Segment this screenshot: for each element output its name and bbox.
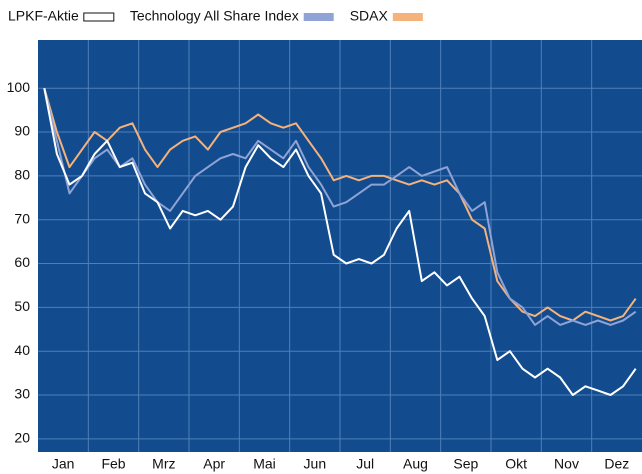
legend-label: SDAX <box>350 8 389 24</box>
legend-label: LPKF-Aktie <box>8 8 79 24</box>
series-line <box>43 87 637 322</box>
x-tick-label: Apr <box>203 456 225 472</box>
x-tick-label: Okt <box>505 456 527 472</box>
y-tick-label: 30 <box>14 386 30 402</box>
series-line <box>43 88 637 396</box>
legend-label: Technology All Share Index <box>130 8 299 24</box>
x-tick-label: Mrz <box>152 456 175 472</box>
y-tick-label: 70 <box>14 210 30 226</box>
x-tick-label: Mai <box>253 456 276 472</box>
x-tick-label: Jan <box>52 456 75 472</box>
legend-swatch <box>83 12 115 22</box>
x-tick-label: Jul <box>356 456 374 472</box>
y-tick-label: 50 <box>14 298 30 314</box>
series-line <box>43 87 637 326</box>
x-tick-label: Sep <box>453 456 478 472</box>
y-tick-label: 20 <box>14 430 30 446</box>
x-tick-label: Feb <box>101 456 125 472</box>
x-tick-label: Dez <box>604 456 629 472</box>
y-tick-label: 80 <box>14 167 30 183</box>
y-tick-label: 90 <box>14 123 30 139</box>
x-tick-label: Jun <box>304 456 327 472</box>
legend-swatch <box>303 13 334 21</box>
legend-swatch <box>392 13 423 21</box>
x-tick-label: Aug <box>403 456 428 472</box>
y-tick-label: 40 <box>14 342 30 358</box>
y-tick-label: 100 <box>7 79 31 95</box>
y-tick-label: 60 <box>14 254 30 270</box>
x-tick-label: Nov <box>554 456 579 472</box>
